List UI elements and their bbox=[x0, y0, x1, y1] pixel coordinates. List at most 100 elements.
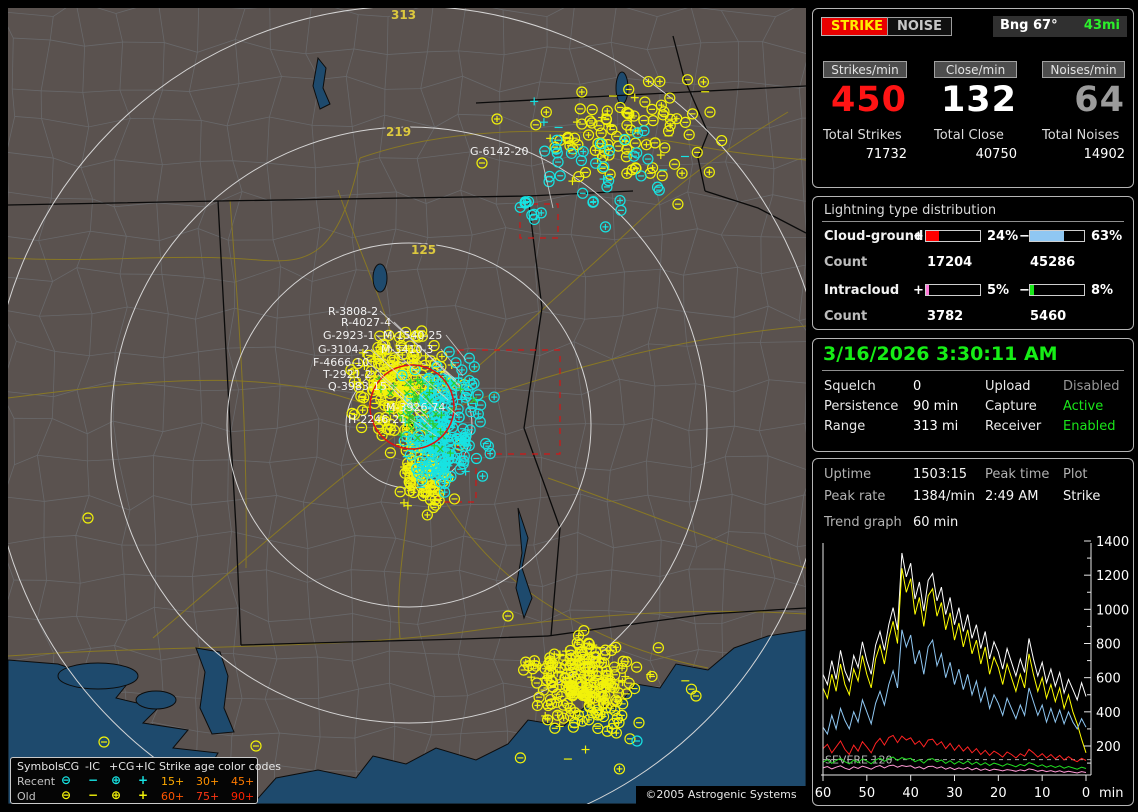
strike-age-code: 90+ bbox=[231, 790, 255, 803]
plot-label: Plot bbox=[1063, 467, 1088, 482]
strike-symbol bbox=[528, 208, 540, 220]
strike-symbol bbox=[453, 411, 465, 423]
legend-recent-label: Recent bbox=[17, 775, 56, 788]
strike-symbol bbox=[646, 103, 658, 115]
uptime-value: 1503:15 bbox=[913, 467, 968, 482]
trend-window-value: 60 min bbox=[913, 515, 959, 530]
positive-pct: 24% bbox=[987, 229, 1019, 244]
map-canvas[interactable]: 313 219 125 G-6142-20 R-3808-2R-4027-4G-2923… bbox=[8, 8, 806, 804]
strike-symbol bbox=[429, 393, 441, 406]
y-tick-label: 1400 bbox=[1096, 535, 1129, 550]
setting-label: Receiver bbox=[985, 419, 1042, 434]
strike-age-code: 30+ bbox=[196, 775, 220, 788]
strike-symbol bbox=[411, 463, 423, 475]
rate-chip[interactable]: Noises/min bbox=[1042, 61, 1125, 78]
strike-symbol bbox=[664, 92, 676, 104]
trend-series-white bbox=[822, 552, 1087, 702]
strike-symbol bbox=[450, 379, 458, 387]
negative-pct: 8% bbox=[1091, 283, 1114, 298]
peak-rate-value: 1384/min bbox=[913, 489, 975, 504]
negative-count: 45286 bbox=[1030, 255, 1076, 270]
strike-symbol bbox=[577, 187, 589, 199]
uptime-label: Uptime bbox=[824, 467, 872, 482]
strike-symbol bbox=[583, 714, 595, 726]
strike-mode-button[interactable]: STRIKE bbox=[821, 17, 894, 36]
strike-symbol bbox=[656, 170, 668, 182]
strike-symbol bbox=[407, 378, 415, 386]
strike-symbol bbox=[571, 637, 583, 649]
strike-symbol bbox=[420, 408, 428, 416]
rate-chip[interactable]: Strikes/min bbox=[823, 61, 907, 78]
setting-state: Disabled bbox=[1063, 379, 1120, 394]
strike-symbol bbox=[568, 177, 577, 186]
strike-symbol bbox=[600, 113, 613, 126]
total-label: Total Close bbox=[934, 128, 1004, 143]
strike-symbol bbox=[704, 106, 716, 118]
strike-symbol bbox=[612, 140, 624, 152]
storm-cell-label: F-4666-10 bbox=[313, 356, 369, 369]
strike-symbol bbox=[530, 97, 539, 106]
strike-symbol bbox=[551, 134, 563, 146]
strike-symbol bbox=[421, 422, 428, 430]
x-tick-label: 60 bbox=[815, 786, 832, 801]
noise-mode-button[interactable]: NOISE bbox=[887, 17, 953, 36]
strike-age-code: 75+ bbox=[196, 790, 220, 803]
legend-ncg-header: -CG bbox=[59, 760, 80, 773]
storm-cell-leader-line bbox=[393, 321, 461, 387]
count-row: Count 3782 5460 bbox=[813, 309, 1133, 325]
strike-symbol bbox=[620, 151, 632, 163]
total-value: 71732 bbox=[865, 147, 907, 162]
strike-symbol bbox=[356, 421, 368, 434]
strike-symbol bbox=[578, 625, 590, 637]
strike-symbol bbox=[377, 338, 389, 350]
storm-cell-leader-line bbox=[370, 348, 441, 414]
negative-bar bbox=[1029, 284, 1085, 296]
strike-symbol bbox=[438, 462, 450, 474]
strike-symbol bbox=[470, 396, 478, 404]
positive-bar bbox=[925, 230, 981, 242]
strike-symbol bbox=[638, 125, 650, 137]
storm-cell-label: Q-3983-15 bbox=[328, 380, 387, 393]
storm-cell-leader-line bbox=[389, 385, 433, 429]
strike-symbol bbox=[386, 389, 394, 397]
strike-symbol bbox=[614, 194, 626, 207]
lightning-map[interactable]: 313 219 125 G-6142-20 R-3808-2 R-4027-4 G-2923… bbox=[8, 8, 806, 804]
y-tick-label: 1200 bbox=[1096, 569, 1129, 584]
total-value: 40750 bbox=[975, 147, 1017, 162]
strike-symbol bbox=[630, 93, 639, 102]
map-symbol-legend: Symbols -CG -IC +CG +IC Strike age color code… bbox=[10, 757, 281, 804]
strike-symbol bbox=[400, 498, 409, 507]
strike-symbol bbox=[545, 660, 557, 672]
strike-symbol bbox=[384, 447, 397, 459]
strike-symbol bbox=[574, 103, 586, 115]
strike-symbol bbox=[586, 104, 598, 116]
storm-cell-label: M-1540-25 bbox=[383, 329, 442, 342]
storm-cell-leader-line bbox=[539, 150, 554, 209]
positive-count: 3782 bbox=[927, 309, 964, 324]
strike-symbol bbox=[428, 383, 436, 391]
total-value: 14902 bbox=[1083, 147, 1125, 162]
strike-symbol bbox=[642, 75, 655, 88]
strike-symbol bbox=[476, 157, 488, 169]
strike-symbol bbox=[457, 458, 469, 470]
strike-symbol bbox=[426, 397, 434, 405]
divider bbox=[822, 370, 1124, 371]
strike-symbol bbox=[514, 752, 526, 764]
strike-symbol bbox=[412, 394, 420, 402]
storm-cell-label: G-2923-1 bbox=[323, 329, 374, 342]
rate-chip[interactable]: Close/min bbox=[934, 61, 1017, 78]
strike-symbol bbox=[98, 736, 110, 748]
setting-label: Persistence bbox=[824, 399, 899, 414]
strike-symbol bbox=[434, 476, 446, 488]
peak-rate-label: Peak rate bbox=[824, 489, 886, 504]
strike-symbol bbox=[436, 445, 444, 453]
legend-symbols-header: Symbols bbox=[17, 760, 64, 773]
strike-symbol bbox=[468, 377, 480, 389]
setting-state: Enabled bbox=[1063, 419, 1116, 434]
storm-cell-leader-line bbox=[375, 334, 449, 401]
strike-symbol bbox=[555, 722, 564, 731]
strike-symbol bbox=[530, 119, 542, 131]
setting-state: Active bbox=[1063, 399, 1104, 414]
peak-time-value: 2:49 AM bbox=[985, 489, 1039, 504]
strike-symbol bbox=[417, 386, 425, 394]
